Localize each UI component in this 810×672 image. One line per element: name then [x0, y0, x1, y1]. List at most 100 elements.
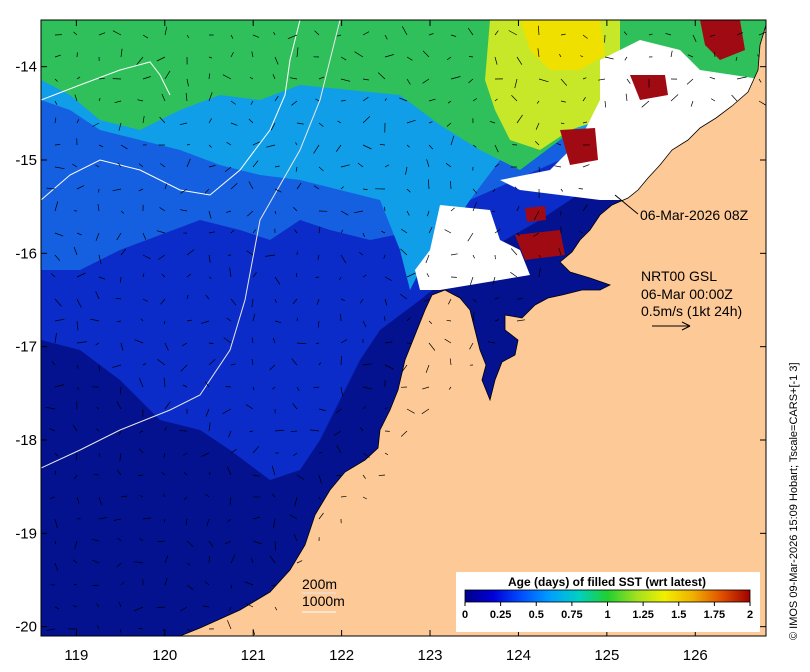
current-arrow	[362, 188, 368, 190]
current-arrow	[159, 116, 166, 124]
current-arrow	[186, 273, 192, 278]
current-arrow	[208, 471, 211, 476]
current-arrow	[112, 188, 122, 192]
current-arrow	[448, 386, 452, 390]
y-axis: -14 -15 -16 -17 -18 -19 -20	[15, 59, 766, 636]
current-arrow	[76, 386, 80, 391]
current-arrow	[444, 338, 452, 344]
current-arrow	[336, 474, 342, 477]
current-arrow	[116, 320, 122, 323]
current-arrow	[318, 496, 321, 500]
current-arrow	[554, 165, 562, 168]
current-arrow	[384, 316, 386, 322]
current-arrow	[230, 363, 236, 366]
current-arrow	[76, 232, 82, 236]
current-arrow	[291, 358, 298, 366]
current-arrow	[313, 144, 320, 154]
current-arrow	[46, 628, 56, 632]
current-arrow	[494, 229, 501, 234]
y-tick-label: -17	[15, 339, 37, 356]
current-arrow	[401, 364, 408, 373]
current-arrow	[208, 422, 211, 432]
current-arrow	[204, 381, 210, 388]
current-arrow	[185, 92, 188, 102]
current-arrow	[447, 100, 452, 104]
current-arrow	[400, 430, 408, 437]
current-arrow	[162, 628, 166, 631]
current-arrow	[381, 230, 386, 234]
current-arrow	[731, 94, 738, 102]
current-arrow	[406, 272, 416, 278]
current-arrow	[362, 96, 369, 102]
current-arrow	[310, 429, 320, 432]
current-arrow	[97, 204, 100, 212]
current-arrow	[182, 342, 188, 347]
current-arrow	[294, 496, 298, 507]
current-arrow	[252, 446, 260, 454]
current-arrow	[252, 386, 255, 391]
current-arrow	[274, 188, 282, 193]
current-arrow	[116, 469, 122, 476]
current-arrow	[54, 78, 58, 82]
current-arrow	[469, 276, 474, 286]
current-arrow	[54, 384, 65, 388]
current-arrow	[340, 56, 347, 61]
sst-age-2-patch-5	[525, 206, 546, 222]
current-arrow	[54, 144, 61, 146]
current-arrow	[428, 320, 433, 324]
current-arrow	[340, 386, 344, 397]
current-arrow	[736, 32, 744, 36]
current-arrow	[249, 76, 254, 80]
y-tick-label: -15	[15, 152, 37, 169]
current-arrow	[202, 605, 210, 608]
current-arrow	[296, 560, 303, 564]
current-arrow	[604, 100, 607, 108]
current-arrow	[670, 94, 679, 102]
current-arrow	[138, 474, 144, 477]
current-arrow	[362, 116, 371, 124]
current-arrow	[120, 342, 124, 351]
current-arrow	[362, 386, 372, 390]
current-arrow	[291, 100, 298, 106]
current-arrow	[90, 318, 100, 322]
current-arrow	[204, 581, 210, 586]
current-arrow	[313, 386, 320, 389]
current-arrow	[76, 298, 82, 308]
current-arrow	[377, 72, 386, 80]
current-arrow	[340, 254, 347, 264]
sst-age-band-1-5	[520, 20, 605, 70]
current-arrow	[163, 493, 166, 498]
current-arrow	[421, 408, 430, 415]
current-arrow	[98, 496, 102, 506]
current-arrow	[138, 377, 144, 388]
current-arrow	[139, 448, 144, 454]
current-arrow	[446, 56, 452, 61]
current-arrow	[293, 533, 298, 542]
current-arrow	[295, 142, 298, 146]
current-arrow	[164, 426, 167, 432]
current-arrow	[494, 319, 500, 322]
current-arrow	[134, 561, 144, 564]
current-arrow	[142, 254, 151, 260]
current-vector-arrows	[45, 25, 766, 635]
current-arrow	[340, 210, 349, 216]
current-arrow	[757, 54, 760, 58]
current-arrow	[317, 320, 320, 328]
current-arrow	[296, 342, 307, 345]
current-arrow	[142, 298, 148, 302]
x-tick-label: 124	[506, 647, 531, 664]
current-arrow	[287, 34, 298, 40]
current-arrow	[73, 246, 78, 256]
sst-age-2-patch-3	[560, 128, 598, 165]
current-arrow	[379, 144, 386, 146]
current-arrow	[353, 210, 364, 214]
current-arrow	[54, 540, 57, 545]
current-arrow	[136, 56, 144, 65]
current-arrow	[626, 78, 631, 84]
current-arrow	[230, 584, 233, 589]
current-arrow	[156, 606, 166, 608]
current-arrow	[224, 166, 232, 173]
current-arrow	[51, 361, 56, 366]
current-arrow	[511, 94, 518, 102]
